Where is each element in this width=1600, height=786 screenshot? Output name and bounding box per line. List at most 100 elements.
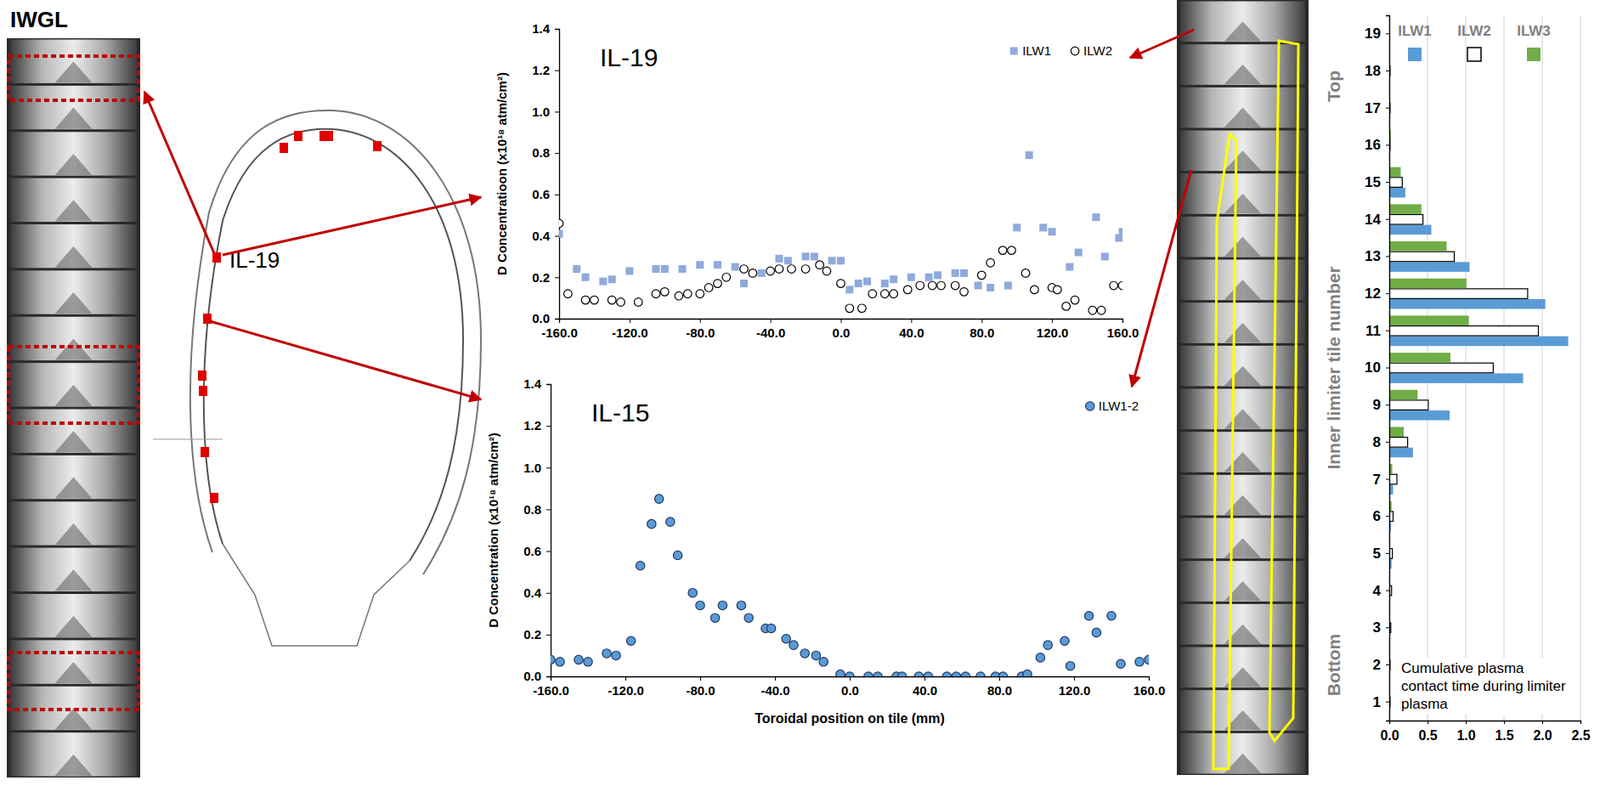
photo-tile xyxy=(10,131,137,176)
point xyxy=(651,265,660,273)
photo-tile-notch xyxy=(55,246,93,268)
point xyxy=(713,279,723,289)
photo-tile xyxy=(10,732,137,776)
point xyxy=(651,289,661,299)
bar-chart: 0.00.51.01.52.02.51234567891011121314151… xyxy=(1323,15,1591,743)
tick: 0.8 xyxy=(531,145,560,160)
photo-tile xyxy=(1180,389,1306,430)
point xyxy=(713,260,722,269)
point xyxy=(678,265,687,273)
photo-tile xyxy=(10,639,137,684)
photo-tile-notch xyxy=(55,153,93,176)
midplane xyxy=(152,439,223,441)
tick: 2.0 xyxy=(1532,720,1552,743)
point xyxy=(722,272,731,282)
side-label: Top xyxy=(1323,70,1344,102)
tick-mark xyxy=(1427,720,1429,724)
tick-label: 16 xyxy=(1364,136,1381,153)
bar xyxy=(1389,400,1429,411)
bar xyxy=(1389,299,1546,310)
tick-mark xyxy=(841,318,843,323)
point xyxy=(937,281,946,290)
legend-item: ILW1-2 xyxy=(1085,398,1139,413)
tick: 0.0 xyxy=(832,318,851,340)
tick-label: 80.0 xyxy=(969,325,995,340)
bar xyxy=(1389,315,1470,326)
tile-marker xyxy=(200,446,210,458)
point xyxy=(581,295,590,305)
bar xyxy=(1389,474,1397,485)
tick-label: 13 xyxy=(1364,248,1381,265)
tick: 120.0 xyxy=(1058,676,1092,698)
photo-background xyxy=(1176,0,1309,775)
tick-label: 15 xyxy=(1364,174,1381,191)
point xyxy=(802,252,810,261)
legend-item: ILW1 xyxy=(1010,43,1052,58)
point xyxy=(1048,227,1057,236)
highlight-outline xyxy=(1269,40,1299,741)
tick-label: 1.0 xyxy=(531,104,550,119)
legend: ILW1ILW2 xyxy=(1010,43,1113,58)
photo-tile-notch xyxy=(55,523,93,545)
tick-label: 0.8 xyxy=(523,502,542,517)
point xyxy=(710,613,719,622)
point xyxy=(800,649,809,658)
tick: 1.0 xyxy=(523,460,551,475)
tick: 0.8 xyxy=(523,502,551,517)
tick-mark xyxy=(999,676,1001,681)
tick: 0.2 xyxy=(531,270,560,285)
x-axis: -160.0-120.0-80.0-40.00.040.080.0120.016… xyxy=(541,318,1139,340)
y-axis-line xyxy=(554,29,560,320)
point xyxy=(666,517,675,526)
photo-tile-notch xyxy=(1224,279,1261,300)
point xyxy=(854,279,863,288)
tick-label: 80.0 xyxy=(987,683,1013,698)
point xyxy=(574,655,583,664)
tick-mark xyxy=(1385,441,1390,443)
point xyxy=(977,271,986,280)
legend-marker xyxy=(1407,47,1422,62)
point xyxy=(1070,295,1080,305)
point xyxy=(1030,285,1040,294)
tick-label: 4 xyxy=(1373,582,1382,600)
point xyxy=(1043,640,1052,650)
tick-mark xyxy=(1385,701,1390,703)
tick-label: 1.4 xyxy=(523,376,543,391)
point xyxy=(1116,659,1126,668)
tick-label: 40.0 xyxy=(898,325,924,340)
point xyxy=(923,672,933,677)
grid xyxy=(1389,15,1581,721)
point xyxy=(858,304,867,313)
photo-tile-notch xyxy=(1224,322,1261,343)
tick-mark xyxy=(1148,676,1150,681)
tick-label: -160.0 xyxy=(541,325,578,340)
tick-label: 7 xyxy=(1373,470,1381,487)
tick-mark xyxy=(1385,33,1390,34)
legend-label: ILW1 xyxy=(1397,22,1432,40)
point xyxy=(1053,285,1063,294)
tile-marker xyxy=(209,492,219,504)
tile-marker xyxy=(293,130,303,142)
tick: 1.4 xyxy=(523,376,551,391)
legend-label: ILW1 xyxy=(1022,43,1052,58)
point xyxy=(819,657,828,667)
points xyxy=(559,151,1123,315)
tick-label: 0.4 xyxy=(531,228,551,244)
tick-label: 17 xyxy=(1364,100,1381,117)
x-axis-line xyxy=(551,677,1150,682)
tick-mark xyxy=(554,111,560,113)
point xyxy=(784,256,792,265)
tick-label: 1.0 xyxy=(1456,728,1476,743)
point xyxy=(616,298,626,307)
tile-marker xyxy=(198,385,208,396)
arrows xyxy=(144,29,1194,400)
annotation-text: Cumulative plasmacontact time during lim… xyxy=(1401,660,1567,713)
left-photo xyxy=(6,38,141,778)
bar xyxy=(1389,362,1493,374)
point xyxy=(1021,269,1030,278)
photo-tile-notch xyxy=(1224,64,1261,85)
point xyxy=(864,672,873,677)
point xyxy=(836,256,845,265)
photo-tile xyxy=(10,501,137,545)
tick: 1.4 xyxy=(531,21,560,36)
